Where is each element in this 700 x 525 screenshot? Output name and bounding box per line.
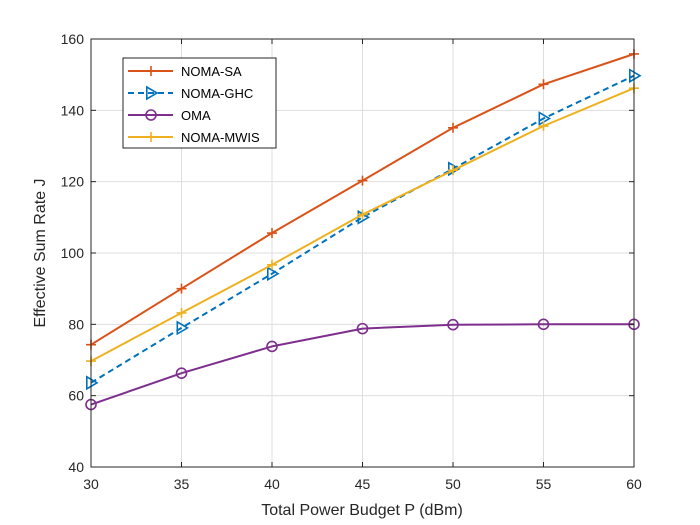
- y-tick-label: 140: [61, 102, 85, 118]
- y-tick-label: 160: [61, 31, 85, 47]
- y-tick-label: 60: [68, 388, 84, 404]
- legend-label-oma: OMA: [181, 108, 211, 123]
- y-axis-label: Effective Sum Rate J: [32, 178, 49, 327]
- legend-label-noma-mwis: NOMA-MWIS: [181, 130, 260, 145]
- y-tick-label: 120: [61, 174, 85, 190]
- x-tick-label: 60: [626, 476, 642, 492]
- legend-item-noma-ghc: NOMA-GHC: [128, 86, 253, 101]
- y-tick-label: 80: [68, 316, 84, 332]
- y-tick-label: 100: [61, 245, 85, 261]
- legend-label-noma-ghc: NOMA-GHC: [181, 86, 253, 101]
- x-tick-label: 30: [83, 476, 99, 492]
- y-tick-label: 40: [68, 459, 84, 475]
- x-tick-label: 55: [536, 476, 552, 492]
- x-tick-label: 35: [174, 476, 190, 492]
- x-tick-label: 45: [355, 476, 371, 492]
- x-axis-label: Total Power Budget P (dBm): [261, 502, 463, 519]
- legend: NOMA-SA NOMA-GHC OMA NOMA-MWIS: [123, 58, 276, 148]
- x-tick-label: 40: [264, 476, 280, 492]
- legend-label-noma-sa: NOMA-SA: [181, 64, 242, 79]
- x-tick-label: 50: [445, 476, 461, 492]
